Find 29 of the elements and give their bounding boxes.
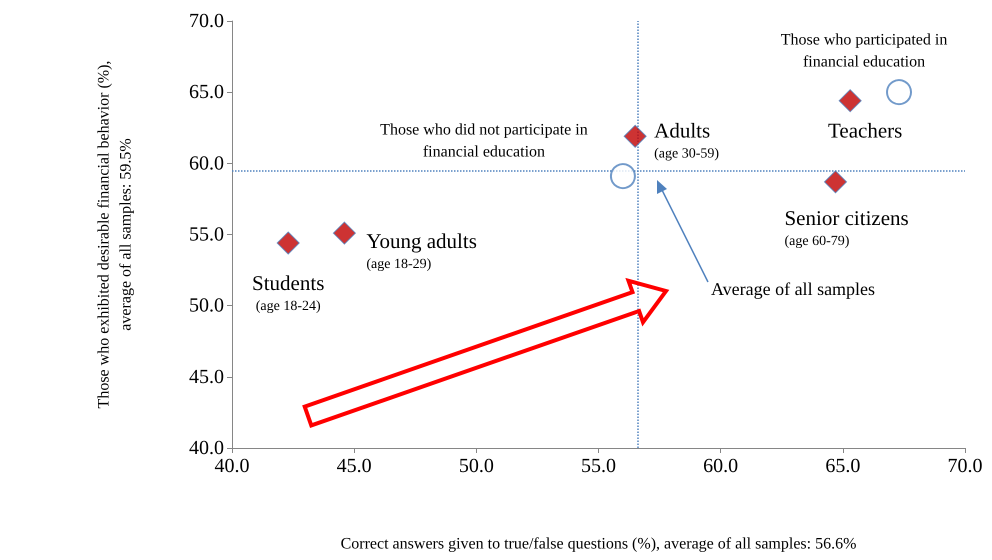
x-axis-title: Correct answers given to true/false questions (%), average of all samples: 56.6%: [340, 536, 856, 552]
point: [610, 163, 636, 190]
y-tick-label: 55.0: [189, 224, 224, 246]
annotation: Those who did not participate in financial education: [380, 122, 588, 161]
y-axis-title: Those who exhibited desirable financial behavior (%), average of all samples: 59.5%: [96, 60, 134, 408]
y-tick-label: 45.0: [189, 366, 224, 388]
y-tick-label: 60.0: [189, 152, 224, 174]
annotation: Teachers: [828, 118, 902, 143]
point: [624, 124, 647, 148]
y-tick-label: 50.0: [189, 294, 224, 317]
annotation: Senior citizens (age 60-79): [784, 206, 909, 249]
annotation: Young adults (age 18-29): [366, 229, 477, 272]
point: [332, 222, 356, 245]
annotation: Students (age 18-24): [252, 271, 324, 314]
point: [838, 89, 862, 112]
y-tick-label: 70.0: [189, 10, 224, 32]
x-tick-label: 65.0: [825, 455, 860, 477]
x-tick-label: 45.0: [336, 455, 372, 477]
point: [886, 79, 912, 106]
point: [276, 232, 300, 255]
x-tick-label: 60.0: [703, 455, 738, 477]
x-tick-label: 55.0: [581, 455, 616, 477]
x-tick-label: 70.0: [948, 455, 982, 477]
annotation: Adults (age 30-59): [654, 118, 720, 162]
y-tick-label: 65.0: [189, 81, 224, 104]
point: [824, 170, 848, 194]
x-tick-label: 50.0: [458, 455, 494, 477]
annotation: Average of all samples: [710, 279, 876, 299]
annotation: Those who participated in financial education: [780, 32, 948, 71]
